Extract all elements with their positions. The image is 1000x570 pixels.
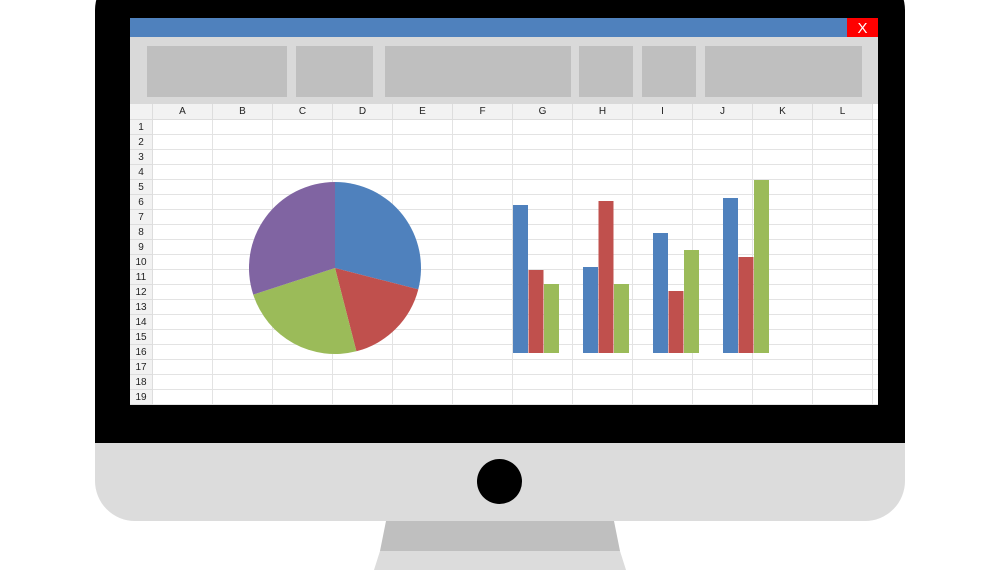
column-header[interactable]: L bbox=[813, 104, 873, 120]
ribbon-group[interactable] bbox=[147, 46, 287, 97]
spreadsheet-window: X A B C D E F G H I J K L 1 2 3 4 5 6 7 8 9 10 11 12 13 14 15 16 17 1… bbox=[130, 18, 878, 405]
bar[interactable] bbox=[653, 233, 668, 353]
column-header[interactable]: A bbox=[153, 104, 213, 120]
row-header[interactable]: 11 bbox=[130, 270, 153, 285]
bar[interactable] bbox=[614, 284, 629, 353]
column-header[interactable]: F bbox=[453, 104, 513, 120]
column-header[interactable]: D bbox=[333, 104, 393, 120]
column-header[interactable]: J bbox=[693, 104, 753, 120]
bar[interactable] bbox=[544, 284, 559, 353]
bar[interactable] bbox=[754, 180, 769, 353]
ribbon-group[interactable] bbox=[385, 46, 571, 97]
row-header[interactable]: 10 bbox=[130, 255, 153, 270]
bar[interactable] bbox=[598, 201, 614, 353]
row-header[interactable]: 12 bbox=[130, 285, 153, 300]
pie-slice[interactable] bbox=[335, 182, 421, 290]
row-header[interactable]: 18 bbox=[130, 375, 153, 390]
bar[interactable] bbox=[668, 291, 684, 353]
ribbon-group[interactable] bbox=[705, 46, 862, 97]
row-header[interactable]: 8 bbox=[130, 225, 153, 240]
row-header[interactable]: 4 bbox=[130, 165, 153, 180]
pie-slice[interactable] bbox=[335, 268, 419, 352]
column-header[interactable]: I bbox=[633, 104, 693, 120]
monitor-stand bbox=[374, 521, 626, 570]
row-header[interactable]: 9 bbox=[130, 240, 153, 255]
bar[interactable] bbox=[583, 267, 598, 353]
power-button[interactable] bbox=[477, 459, 522, 504]
row-header[interactable]: 1 bbox=[130, 120, 153, 135]
title-bar bbox=[130, 18, 878, 37]
bar[interactable] bbox=[684, 250, 699, 353]
column-header[interactable]: B bbox=[213, 104, 273, 120]
bar[interactable] bbox=[528, 270, 544, 353]
row-header[interactable]: 7 bbox=[130, 210, 153, 225]
column-header[interactable]: E bbox=[393, 104, 453, 120]
ribbon bbox=[130, 37, 878, 104]
pie-slice[interactable] bbox=[249, 182, 335, 295]
close-button[interactable]: X bbox=[847, 18, 878, 37]
row-header[interactable]: 6 bbox=[130, 195, 153, 210]
ribbon-group[interactable] bbox=[642, 46, 696, 97]
row-header[interactable]: 19 bbox=[130, 390, 153, 405]
row-header[interactable]: 14 bbox=[130, 315, 153, 330]
row-header[interactable]: 5 bbox=[130, 180, 153, 195]
bar[interactable] bbox=[723, 198, 738, 353]
row-header[interactable]: 2 bbox=[130, 135, 153, 150]
bar[interactable] bbox=[738, 257, 754, 353]
ribbon-group[interactable] bbox=[579, 46, 633, 97]
row-header[interactable]: 16 bbox=[130, 345, 153, 360]
row-header[interactable]: 13 bbox=[130, 300, 153, 315]
column-header[interactable]: H bbox=[573, 104, 633, 120]
row-header[interactable]: 15 bbox=[130, 330, 153, 345]
column-header[interactable]: K bbox=[753, 104, 813, 120]
column-header[interactable]: G bbox=[513, 104, 573, 120]
bar[interactable] bbox=[513, 205, 528, 353]
ribbon-group[interactable] bbox=[296, 46, 373, 97]
row-header[interactable]: 3 bbox=[130, 150, 153, 165]
pie-slice[interactable] bbox=[253, 268, 357, 354]
column-header[interactable]: C bbox=[273, 104, 333, 120]
charts[interactable] bbox=[130, 104, 878, 405]
select-all-corner[interactable] bbox=[130, 104, 153, 120]
row-header[interactable]: 17 bbox=[130, 360, 153, 375]
